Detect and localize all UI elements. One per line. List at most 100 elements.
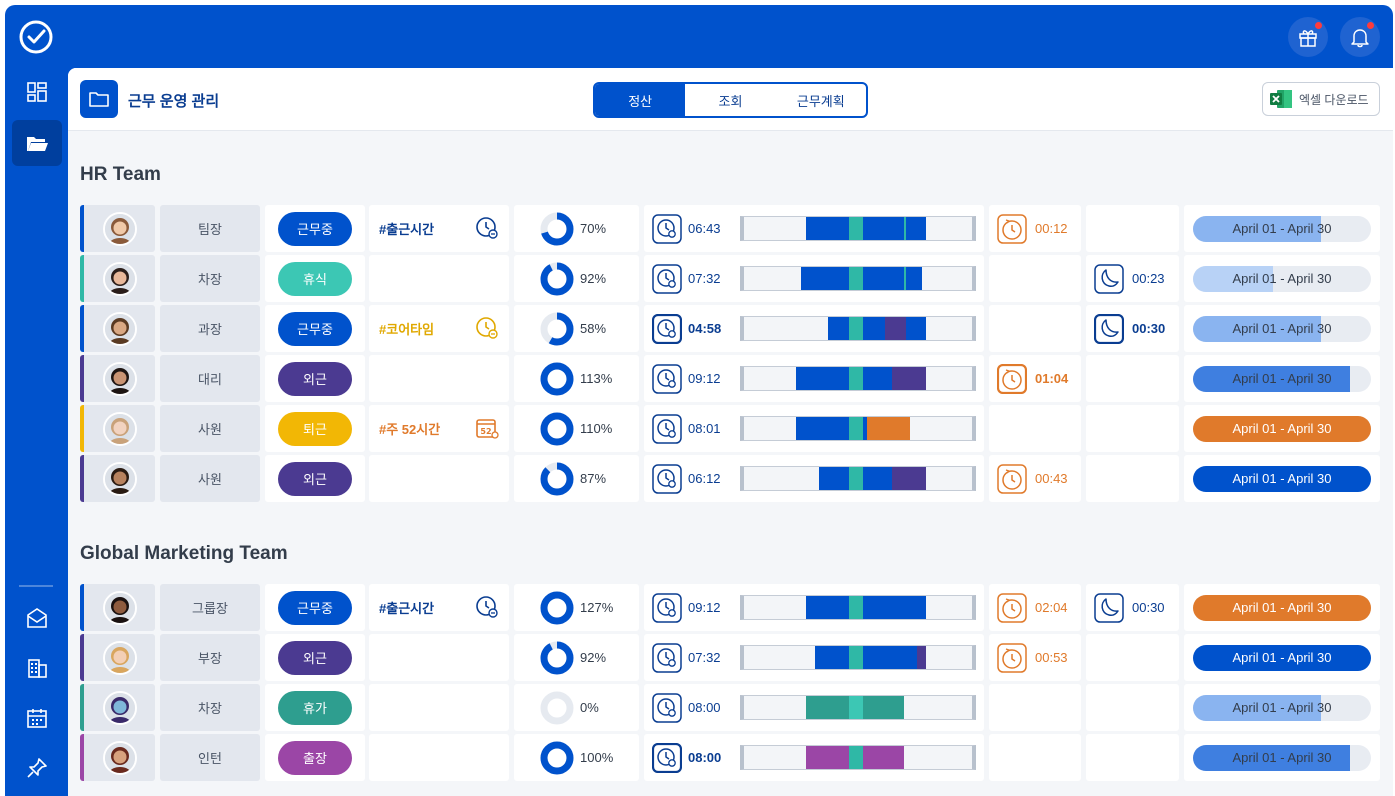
period-progress[interactable]: April 01 - April 30	[1193, 215, 1371, 242]
status-badge[interactable]: 출장	[278, 740, 352, 775]
overtime-clock-icon	[997, 642, 1027, 673]
avatar[interactable]	[102, 311, 137, 346]
status-badge[interactable]: 휴가	[278, 690, 352, 725]
period-progress[interactable]: April 01 - April 30	[1193, 744, 1371, 771]
table-row[interactable]: 대리 외근 113% 09:12	[80, 355, 1380, 402]
timeline-bar[interactable]	[740, 466, 976, 491]
work-time-cell[interactable]: 08:00	[644, 734, 984, 781]
organization-nav-button[interactable]	[12, 645, 62, 691]
notifications-button[interactable]	[1340, 17, 1380, 57]
status-badge[interactable]: 근무중	[278, 590, 352, 625]
work-time-cell[interactable]: 06:43	[644, 205, 984, 252]
timeline-segment	[801, 267, 849, 290]
timeline-bar[interactable]	[740, 216, 976, 241]
timeline-bar[interactable]	[740, 595, 976, 620]
status-cell: 휴식	[265, 255, 365, 302]
period-progress[interactable]: April 01 - April 30	[1193, 415, 1371, 442]
work-time-cell[interactable]: 09:12	[644, 584, 984, 631]
timeline-bar[interactable]	[740, 316, 976, 341]
employee-avatar-cell[interactable]	[80, 584, 155, 631]
work-time-value: 04:58	[688, 321, 722, 336]
employee-avatar-cell[interactable]	[80, 455, 155, 502]
table-row[interactable]: 차장 휴식 92% 07:32	[80, 255, 1380, 302]
period-progress[interactable]: April 01 - April 30	[1193, 265, 1371, 292]
status-badge[interactable]: 외근	[278, 461, 352, 496]
percent-cell: 87%	[514, 455, 639, 502]
work-time-cell[interactable]: 09:12	[644, 355, 984, 402]
avatar[interactable]	[102, 690, 137, 725]
overtime-value: 00:12	[1035, 221, 1068, 236]
status-badge[interactable]: 외근	[278, 640, 352, 675]
sidebar-divider	[19, 585, 53, 587]
employee-avatar-cell[interactable]	[80, 405, 155, 452]
work-time-cell[interactable]: 04:58	[644, 305, 984, 352]
table-row[interactable]: 차장 휴가 0% 08:00	[80, 684, 1380, 731]
period-progress[interactable]: April 01 - April 30	[1193, 315, 1371, 342]
calendar-nav-button[interactable]	[12, 695, 62, 741]
period-progress[interactable]: April 01 - April 30	[1193, 365, 1371, 392]
table-row[interactable]: 그룹장 근무중 #출근시간 127% 09:12	[80, 584, 1380, 631]
rank-cell: 과장	[160, 305, 260, 352]
period-progress[interactable]: April 01 - April 30	[1193, 644, 1371, 671]
avatar[interactable]	[102, 261, 137, 296]
mail-nav-button[interactable]	[12, 595, 62, 641]
work-time-cell[interactable]: 06:12	[644, 455, 984, 502]
status-badge[interactable]: 외근	[278, 361, 352, 396]
percent-label: 92%	[580, 650, 607, 665]
dashboard-nav-button[interactable]	[12, 69, 62, 115]
employee-avatar-cell[interactable]	[80, 205, 155, 252]
timeline-segment	[867, 417, 911, 440]
table-row[interactable]: 사원 외근 87% 06:12	[80, 455, 1380, 502]
work-time-cell[interactable]: 07:32	[644, 255, 984, 302]
avatar[interactable]	[102, 590, 137, 625]
timeline-bar[interactable]	[740, 695, 976, 720]
table-row[interactable]: 인턴 출장 100% 08:00	[80, 734, 1380, 781]
tab-work-plan[interactable]: 근무계획	[796, 93, 845, 109]
gift-button[interactable]	[1288, 17, 1328, 57]
employee-avatar-cell[interactable]	[80, 255, 155, 302]
employee-avatar-cell[interactable]	[80, 734, 155, 781]
avatar[interactable]	[102, 640, 137, 675]
work-time-cell[interactable]: 08:01	[644, 405, 984, 452]
tab-inquiry[interactable]: 조회	[718, 93, 743, 109]
employee-avatar-cell[interactable]	[80, 305, 155, 352]
status-badge[interactable]: 근무중	[278, 211, 352, 246]
avatar[interactable]	[102, 411, 137, 446]
timeline-bar[interactable]	[740, 416, 976, 441]
night-value: 00:23	[1132, 271, 1165, 286]
timeline-bar[interactable]	[740, 645, 976, 670]
timeline-segment	[917, 646, 927, 669]
app-logo-icon[interactable]	[18, 19, 54, 55]
progress-donut	[540, 691, 574, 724]
avatar-image	[104, 213, 135, 244]
status-badge[interactable]: 휴식	[278, 261, 352, 296]
tab-settlement[interactable]: 정산	[595, 84, 686, 116]
pin-nav-button[interactable]	[12, 745, 62, 791]
work-management-nav-button[interactable]	[12, 120, 62, 166]
status-badge[interactable]: 퇴근	[278, 411, 352, 446]
work-time-cell[interactable]: 07:32	[644, 634, 984, 681]
excel-download-button[interactable]: 엑셀 다운로드	[1262, 82, 1380, 116]
tag-cell: #주 52시간 52	[369, 405, 509, 452]
table-row[interactable]: 부장 외근 92% 07:32	[80, 634, 1380, 681]
period-progress[interactable]: April 01 - April 30	[1193, 694, 1371, 721]
period-progress[interactable]: April 01 - April 30	[1193, 594, 1371, 621]
work-time-cell[interactable]: 08:00	[644, 684, 984, 731]
table-row[interactable]: 사원 퇴근 #주 52시간 52 110%	[80, 405, 1380, 452]
avatar[interactable]	[102, 211, 137, 246]
table-row[interactable]: 과장 근무중 #코어타임 58% 04:58	[80, 305, 1380, 352]
table-row[interactable]: 팀장 근무중 #출근시간 70% 06:43	[80, 205, 1380, 252]
period-label: April 01 - April 30	[1232, 700, 1332, 715]
employee-avatar-cell[interactable]	[80, 355, 155, 402]
avatar[interactable]	[102, 361, 137, 396]
status-badge[interactable]: 근무중	[278, 311, 352, 346]
employee-avatar-cell[interactable]	[80, 684, 155, 731]
avatar[interactable]	[102, 740, 137, 775]
timeline-bar[interactable]	[740, 745, 976, 770]
period-progress[interactable]: April 01 - April 30	[1193, 465, 1371, 492]
timeline-bar[interactable]	[740, 266, 976, 291]
timeline-bar[interactable]	[740, 366, 976, 391]
avatar[interactable]	[102, 461, 137, 496]
employee-avatar-cell[interactable]	[80, 634, 155, 681]
period-cell: April 01 - April 30	[1184, 455, 1380, 502]
